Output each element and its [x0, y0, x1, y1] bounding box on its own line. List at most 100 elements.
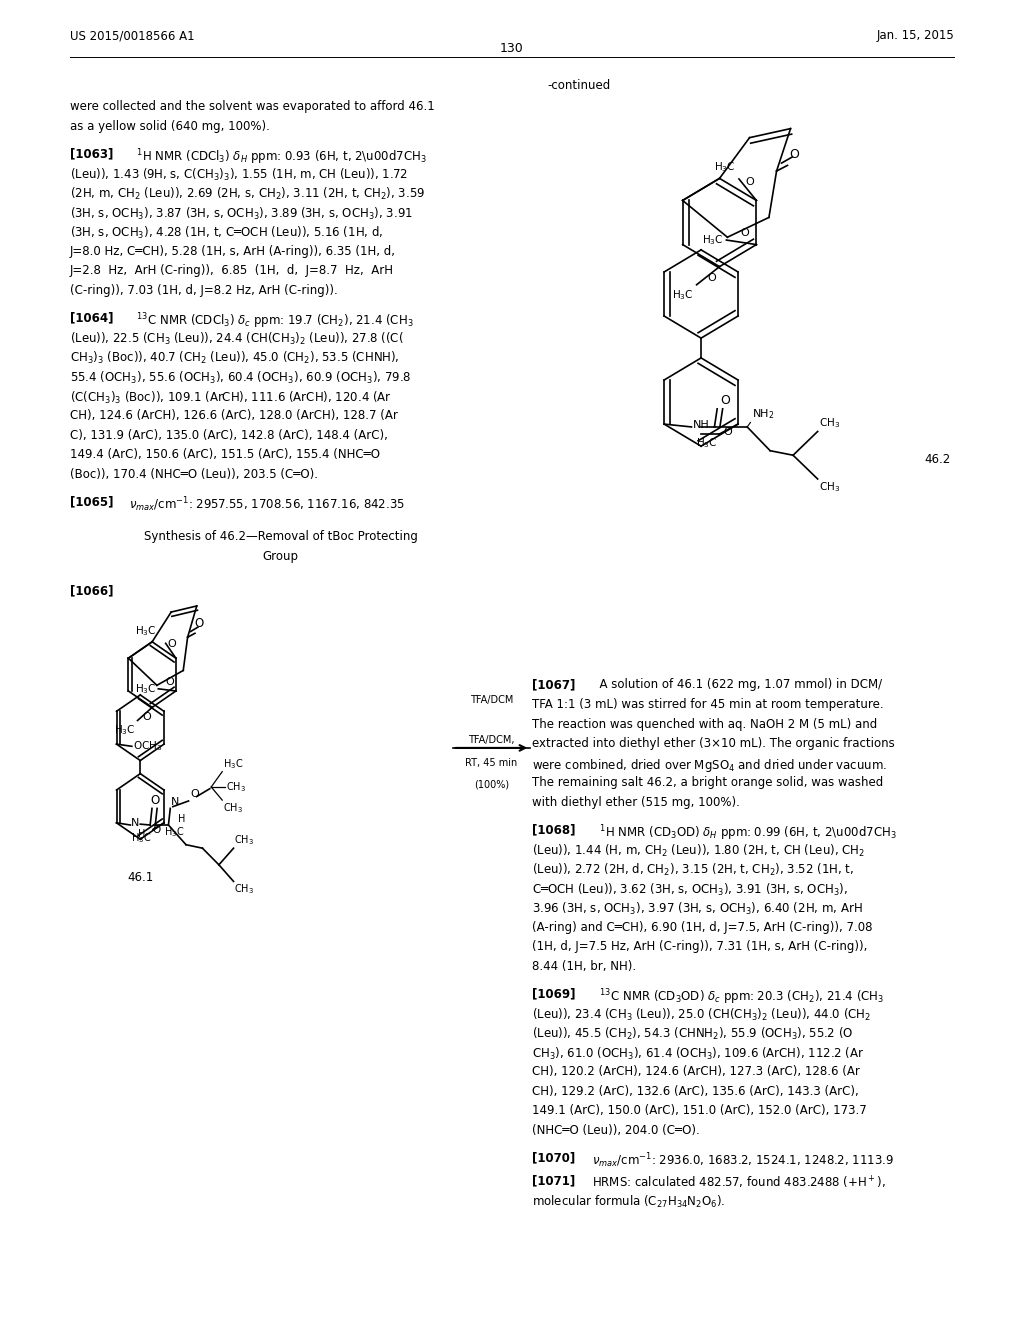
- Text: 46.2: 46.2: [925, 453, 951, 466]
- Text: (NHC═O (Leu)), 204.0 (C═O).: (NHC═O (Leu)), 204.0 (C═O).: [532, 1123, 700, 1137]
- Text: $^{1}$H NMR (CD$_3$OD) $\delta_{\it{H}}$ ppm: 0.99 (6H, t, 2\u00d7CH$_3$: $^{1}$H NMR (CD$_3$OD) $\delta_{\it{H}}$…: [592, 824, 897, 842]
- Text: [1070]: [1070]: [532, 1151, 575, 1164]
- Text: were collected and the solvent was evaporated to afford 46.1: were collected and the solvent was evapo…: [70, 100, 434, 114]
- Text: C), 131.9 (ArC), 135.0 (ArC), 142.8 (ArC), 148.4 (ArC),: C), 131.9 (ArC), 135.0 (ArC), 142.8 (ArC…: [70, 429, 387, 441]
- Text: O: O: [790, 148, 799, 161]
- Text: (Boc)), 170.4 (NHC═O (Leu)), 203.5 (C═O).: (Boc)), 170.4 (NHC═O (Leu)), 203.5 (C═O)…: [70, 467, 317, 480]
- Text: H$_3$C: H$_3$C: [135, 682, 157, 696]
- Text: C═OCH (Leu)), 3.62 (3H, s, OCH$_3$), 3.91 (3H, s, OCH$_3$),: C═OCH (Leu)), 3.62 (3H, s, OCH$_3$), 3.9…: [532, 882, 849, 898]
- Text: H$_3$C: H$_3$C: [672, 288, 693, 302]
- Text: H$_3$C: H$_3$C: [131, 830, 152, 845]
- Text: 8.44 (1H, br, NH).: 8.44 (1H, br, NH).: [532, 960, 637, 973]
- Text: as a yellow solid (640 mg, 100%).: as a yellow solid (640 mg, 100%).: [70, 120, 269, 133]
- Text: NH: NH: [692, 420, 710, 430]
- Text: O: O: [168, 639, 176, 648]
- Text: CH$_3$), 61.0 (OCH$_3$), 61.4 (OCH$_3$), 109.6 (ArCH), 112.2 (Ar: CH$_3$), 61.0 (OCH$_3$), 61.4 (OCH$_3$),…: [532, 1045, 864, 1061]
- Text: A solution of 46.1 (622 mg, 1.07 mmol) in DCM/: A solution of 46.1 (622 mg, 1.07 mmol) i…: [592, 678, 882, 692]
- Text: H$_3$C: H$_3$C: [114, 723, 135, 737]
- Text: (Leu)), 1.43 (9H, s, C(CH$_3$)$_3$), 1.55 (1H, m, CH (Leu)), 1.72: (Leu)), 1.43 (9H, s, C(CH$_3$)$_3$), 1.5…: [70, 166, 408, 183]
- Text: CH$_3$)$_3$ (Boc)), 40.7 (CH$_2$ (Leu)), 45.0 (CH$_2$), 53.5 (CHNH),: CH$_3$)$_3$ (Boc)), 40.7 (CH$_2$ (Leu)),…: [70, 350, 399, 367]
- Text: $\nu_{\it{max}}$/cm$^{-1}$: 2957.55, 1708.56, 1167.16, 842.35: $\nu_{\it{max}}$/cm$^{-1}$: 2957.55, 170…: [129, 495, 406, 513]
- Text: 149.4 (ArC), 150.6 (ArC), 151.5 (ArC), 155.4 (NHC═O: 149.4 (ArC), 150.6 (ArC), 151.5 (ArC), 1…: [70, 447, 380, 461]
- Text: N: N: [171, 797, 180, 807]
- Text: H$_3$C: H$_3$C: [164, 825, 184, 840]
- Text: CH$_3$: CH$_3$: [234, 833, 254, 847]
- Text: H$_3$C: H$_3$C: [695, 437, 717, 450]
- Text: [1069]: [1069]: [532, 987, 575, 1001]
- Text: H$_3$C: H$_3$C: [714, 161, 735, 174]
- Text: O: O: [142, 711, 152, 722]
- Text: The remaining salt 46.2, a bright orange solid, was washed: The remaining salt 46.2, a bright orange…: [532, 776, 884, 789]
- Text: $\nu_{\it{max}}$/cm$^{-1}$: 2936.0, 1683.2, 1524.1, 1248.2, 1113.9: $\nu_{\it{max}}$/cm$^{-1}$: 2936.0, 1683…: [592, 1151, 894, 1170]
- Text: CH$_3$: CH$_3$: [819, 417, 840, 430]
- Text: N: N: [131, 818, 139, 828]
- Text: CH$_3$: CH$_3$: [234, 882, 254, 896]
- Text: $^{1}$H NMR (CDCl$_3$) $\delta_{\it{H}}$ ppm: 0.93 (6H, t, 2\u00d7CH$_3$: $^{1}$H NMR (CDCl$_3$) $\delta_{\it{H}}$…: [129, 148, 427, 166]
- Text: $^{13}$C NMR (CD$_3$OD) $\delta_{\it{c}}$ ppm: 20.3 (CH$_2$), 21.4 (CH$_3$: $^{13}$C NMR (CD$_3$OD) $\delta_{\it{c}}…: [592, 987, 885, 1007]
- Text: H$_3$C: H$_3$C: [134, 624, 156, 638]
- Text: O: O: [165, 677, 174, 686]
- Text: CH), 129.2 (ArC), 132.6 (ArC), 135.6 (ArC), 143.3 (ArC),: CH), 129.2 (ArC), 132.6 (ArC), 135.6 (Ar…: [532, 1085, 859, 1098]
- Text: Jan. 15, 2015: Jan. 15, 2015: [877, 29, 954, 42]
- Text: O: O: [150, 793, 159, 807]
- Text: TFA/DCM: TFA/DCM: [470, 696, 513, 705]
- Text: (Leu)), 2.72 (2H, d, CH$_2$), 3.15 (2H, t, CH$_2$), 3.52 (1H, t,: (Leu)), 2.72 (2H, d, CH$_2$), 3.15 (2H, …: [532, 862, 855, 878]
- Text: [1065]: [1065]: [70, 495, 113, 508]
- Text: O: O: [194, 616, 203, 630]
- Text: [1066]: [1066]: [70, 585, 113, 598]
- Text: RT, 45 min: RT, 45 min: [465, 759, 518, 768]
- Text: Group: Group: [262, 549, 299, 562]
- Text: (1H, d, J=7.5 Hz, ArH (C-ring)), 7.31 (1H, s, ArH (C-ring)),: (1H, d, J=7.5 Hz, ArH (C-ring)), 7.31 (1…: [532, 940, 868, 953]
- Text: (A-ring) and C═CH), 6.90 (1H, d, J=7.5, ArH (C-ring)), 7.08: (A-ring) and C═CH), 6.90 (1H, d, J=7.5, …: [532, 921, 873, 933]
- Text: (3H, s, OCH$_3$), 4.28 (1H, t, C═OCH (Leu)), 5.16 (1H, d,: (3H, s, OCH$_3$), 4.28 (1H, t, C═OCH (Le…: [70, 226, 383, 242]
- Text: 3.96 (3H, s, OCH$_3$), 3.97 (3H, s, OCH$_3$), 6.40 (2H, m, ArH: 3.96 (3H, s, OCH$_3$), 3.97 (3H, s, OCH$…: [532, 902, 863, 917]
- Text: were combined, dried over MgSO$_4$ and dried under vacuum.: were combined, dried over MgSO$_4$ and d…: [532, 756, 888, 774]
- Text: (Leu)), 22.5 (CH$_3$ (Leu)), 24.4 (CH(CH$_3$)$_2$ (Leu)), 27.8 ((C(: (Leu)), 22.5 (CH$_3$ (Leu)), 24.4 (CH(CH…: [70, 331, 403, 347]
- Text: J=2.8  Hz,  ArH (C-ring)),  6.85  (1H,  d,  J=8.7  Hz,  ArH: J=2.8 Hz, ArH (C-ring)), 6.85 (1H, d, J=…: [70, 264, 393, 277]
- Text: (Leu)), 23.4 (CH$_3$ (Leu)), 25.0 (CH(CH$_3$)$_2$ (Leu)), 44.0 (CH$_2$: (Leu)), 23.4 (CH$_3$ (Leu)), 25.0 (CH(CH…: [532, 1007, 871, 1023]
- Text: The reaction was quenched with aq. NaOH 2 M (5 mL) and: The reaction was quenched with aq. NaOH …: [532, 718, 878, 730]
- Text: (Leu)), 45.5 (CH$_2$), 54.3 (CHNH$_2$), 55.9 (OCH$_3$), 55.2 (O: (Leu)), 45.5 (CH$_2$), 54.3 (CHNH$_2$), …: [532, 1026, 854, 1043]
- Text: CH), 120.2 (ArCH), 124.6 (ArCH), 127.3 (ArC), 128.6 (Ar: CH), 120.2 (ArCH), 124.6 (ArCH), 127.3 (…: [532, 1065, 860, 1078]
- Text: O: O: [724, 426, 732, 437]
- Text: with diethyl ether (515 mg, 100%).: with diethyl ether (515 mg, 100%).: [532, 796, 740, 809]
- Text: [1068]: [1068]: [532, 824, 575, 836]
- Text: O: O: [740, 228, 749, 238]
- Text: (C(CH$_3$)$_3$ (Boc)), 109.1 (ArCH), 111.6 (ArCH), 120.4 (Ar: (C(CH$_3$)$_3$ (Boc)), 109.1 (ArCH), 111…: [70, 389, 391, 405]
- Text: US 2015/0018566 A1: US 2015/0018566 A1: [70, 29, 195, 42]
- Text: H: H: [178, 814, 185, 824]
- Text: molecular formula (C$_{27}$H$_{34}$N$_2$O$_6$).: molecular formula (C$_{27}$H$_{34}$N$_2$…: [532, 1195, 726, 1210]
- Text: (C-ring)), 7.03 (1H, d, J=8.2 Hz, ArH (C-ring)).: (C-ring)), 7.03 (1H, d, J=8.2 Hz, ArH (C…: [70, 284, 337, 297]
- Text: Synthesis of 46.2—Removal of tBoc Protecting: Synthesis of 46.2—Removal of tBoc Protec…: [143, 531, 418, 543]
- Text: CH), 124.6 (ArCH), 126.6 (ArC), 128.0 (ArCH), 128.7 (Ar: CH), 124.6 (ArCH), 126.6 (ArC), 128.0 (A…: [70, 409, 397, 422]
- Text: $^{13}$C NMR (CDCl$_3$) $\delta_{\it{c}}$ ppm: 19.7 (CH$_2$), 21.4 (CH$_3$: $^{13}$C NMR (CDCl$_3$) $\delta_{\it{c}}…: [129, 312, 414, 331]
- Text: [1063]: [1063]: [70, 148, 113, 160]
- Text: extracted into diethyl ether (3×10 mL). The organic fractions: extracted into diethyl ether (3×10 mL). …: [532, 737, 895, 750]
- Text: NH$_2$: NH$_2$: [752, 408, 774, 421]
- Text: O: O: [745, 177, 755, 187]
- Text: [1067]: [1067]: [532, 678, 575, 692]
- Text: TFA/DCM,: TFA/DCM,: [468, 735, 515, 746]
- Text: OCH$_3$: OCH$_3$: [133, 739, 163, 754]
- Text: [1071]: [1071]: [532, 1175, 575, 1188]
- Text: (3H, s, OCH$_3$), 3.87 (3H, s, OCH$_3$), 3.89 (3H, s, OCH$_3$), 3.91: (3H, s, OCH$_3$), 3.87 (3H, s, OCH$_3$),…: [70, 206, 413, 222]
- Text: (2H, m, CH$_2$ (Leu)), 2.69 (2H, s, CH$_2$), 3.11 (2H, t, CH$_2$), 3.59: (2H, m, CH$_2$ (Leu)), 2.69 (2H, s, CH$_…: [70, 186, 424, 202]
- Text: H$_3$C: H$_3$C: [223, 758, 244, 771]
- Text: 55.4 (OCH$_3$), 55.6 (OCH$_3$), 60.4 (OCH$_3$), 60.9 (OCH$_3$), 79.8: 55.4 (OCH$_3$), 55.6 (OCH$_3$), 60.4 (OC…: [70, 370, 411, 385]
- Text: 149.1 (ArC), 150.0 (ArC), 151.0 (ArC), 152.0 (ArC), 173.7: 149.1 (ArC), 150.0 (ArC), 151.0 (ArC), 1…: [532, 1105, 867, 1117]
- Text: O: O: [153, 825, 161, 834]
- Text: J=8.0 Hz, C═CH), 5.28 (1H, s, ArH (A-ring)), 6.35 (1H, d,: J=8.0 Hz, C═CH), 5.28 (1H, s, ArH (A-rin…: [70, 246, 395, 257]
- Text: [1064]: [1064]: [70, 312, 113, 325]
- Text: CH$_3$: CH$_3$: [223, 801, 243, 814]
- Text: O: O: [721, 395, 730, 407]
- Text: 130: 130: [500, 42, 524, 55]
- Text: HRMS: calculated 482.57, found 483.2488 (+H$^+$),: HRMS: calculated 482.57, found 483.2488 …: [592, 1175, 886, 1191]
- Text: O: O: [707, 273, 716, 284]
- Text: O: O: [190, 789, 199, 799]
- Text: TFA 1:1 (3 mL) was stirred for 45 min at room temperature.: TFA 1:1 (3 mL) was stirred for 45 min at…: [532, 698, 884, 711]
- Text: H$_3$C: H$_3$C: [702, 234, 724, 247]
- Text: CH$_3$: CH$_3$: [226, 780, 246, 793]
- Text: H: H: [138, 829, 145, 840]
- Text: CH$_3$: CH$_3$: [819, 480, 840, 494]
- Text: (Leu)), 1.44 (H, m, CH$_2$ (Leu)), 1.80 (2H, t, CH (Leu), CH$_2$: (Leu)), 1.44 (H, m, CH$_2$ (Leu)), 1.80 …: [532, 842, 865, 859]
